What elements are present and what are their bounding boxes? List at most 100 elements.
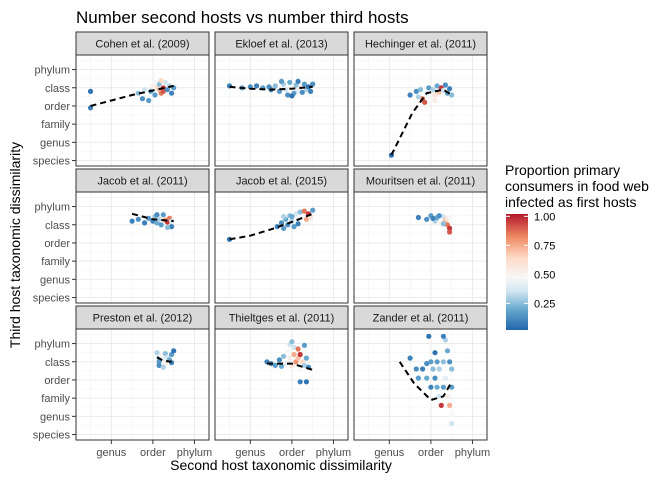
legend-tick-label: 0.50: [534, 269, 555, 281]
data-point: [447, 214, 453, 220]
panel-background: [75, 54, 210, 167]
color-legend: Proportion primary consumers in food web…: [505, 162, 649, 330]
data-point: [426, 85, 432, 91]
data-point: [447, 225, 453, 231]
data-point: [305, 84, 312, 90]
y-tick-label: species: [33, 156, 71, 168]
x-tick-label: order: [418, 447, 444, 459]
data-point: [146, 97, 152, 104]
data-point: [415, 375, 421, 381]
legend-title-line-2: consumers in food web: [505, 178, 649, 194]
data-point: [424, 361, 430, 367]
data-point: [281, 353, 287, 359]
data-point: [287, 355, 293, 361]
facet-panel: Ekloef et al. (2013): [214, 31, 349, 167]
facet-strip: [214, 305, 349, 330]
data-point: [281, 225, 287, 231]
data-point: [422, 99, 428, 105]
data-point: [301, 81, 307, 87]
y-tick-label: family: [41, 256, 70, 268]
y-tick-label: class: [45, 83, 71, 95]
facet-strip: [75, 305, 210, 330]
data-point: [301, 208, 307, 214]
data-point: [413, 366, 419, 372]
data-point: [297, 379, 303, 385]
data-point: [171, 348, 177, 354]
data-point: [158, 222, 164, 228]
data-point: [156, 359, 162, 365]
data-point: [442, 375, 448, 381]
data-point: [135, 90, 141, 96]
facet-strip-label: Mouritsen et al. (2011): [366, 176, 475, 188]
data-point: [301, 342, 307, 348]
data-point: [440, 87, 446, 94]
facet-strip-label: Preston et al. (2012): [93, 313, 193, 325]
data-point: [420, 366, 426, 372]
y-tick-label: class: [45, 357, 71, 369]
facet-strip: [214, 168, 349, 193]
data-point: [424, 216, 430, 222]
data-point: [428, 94, 434, 100]
data-point: [295, 346, 301, 352]
facet-strip-label: Cohen et al. (2009): [95, 39, 189, 51]
panel-background: [353, 328, 488, 441]
data-point: [291, 224, 297, 230]
y-tick-label: species: [33, 430, 71, 442]
legend-tick-label: 1.00: [534, 211, 555, 223]
x-tick-label: order: [279, 447, 305, 459]
data-point: [156, 216, 162, 222]
panel-background: [75, 191, 210, 304]
facet-panel: Zander et al. (2011): [353, 305, 488, 441]
data-point: [297, 366, 303, 372]
y-tick-label: genus: [40, 411, 70, 423]
data-point: [436, 366, 442, 372]
data-point: [432, 350, 438, 356]
data-point: [254, 83, 260, 89]
data-point: [281, 214, 287, 220]
legend-title-line-1: Proportion primary: [505, 162, 620, 178]
data-point: [447, 359, 453, 365]
legend-ticks: 1.00 0.75 0.50 0.25: [506, 211, 555, 310]
panel-background: [353, 54, 488, 167]
facet-strip-label: Jacob et al. (2015): [236, 176, 327, 188]
data-point: [156, 362, 162, 368]
data-point: [440, 359, 446, 365]
facet-panel: Hechinger et al. (2011): [353, 31, 488, 167]
facet-strip: [353, 168, 488, 193]
data-point: [152, 92, 158, 98]
data-point: [299, 89, 305, 95]
facet-panels: Cohen et al. (2009) Ekloef et al. (2013) H…: [75, 31, 488, 441]
trend-line: [90, 84, 174, 107]
data-point: [430, 215, 436, 221]
data-point: [415, 214, 421, 221]
data-point: [430, 87, 436, 93]
data-point: [444, 393, 451, 399]
facet-panel: Jacob et al. (2011): [75, 168, 210, 304]
x-tick-label: phylum: [316, 447, 351, 459]
legend-title-line-3: infected as first hosts: [505, 194, 637, 210]
data-point: [278, 78, 285, 84]
facet-strip-label: Ekloef et al. (2013): [235, 39, 327, 51]
panel-background: [214, 54, 349, 167]
y-tick-label: order: [44, 101, 70, 113]
data-point: [285, 92, 291, 98]
data-point: [289, 214, 295, 220]
y-tick-label: order: [44, 375, 70, 387]
data-point: [440, 384, 446, 390]
data-point: [283, 361, 289, 367]
data-point: [442, 82, 448, 88]
trend-line: [131, 212, 174, 223]
y-tick-label: family: [41, 393, 70, 405]
data-point: [449, 421, 455, 427]
panel-background: [353, 191, 488, 304]
data-point: [289, 339, 295, 345]
data-point: [407, 92, 413, 98]
data-point: [417, 87, 424, 93]
facet-strip-label: Jacob et al. (2011): [97, 176, 187, 188]
y-tick-label: order: [44, 238, 70, 250]
facet-panel: Preston et al. (2012): [75, 305, 210, 441]
data-point: [291, 351, 297, 358]
data-point: [444, 348, 451, 354]
data-point: [440, 333, 446, 339]
y-tick-label: phylum: [35, 65, 70, 77]
